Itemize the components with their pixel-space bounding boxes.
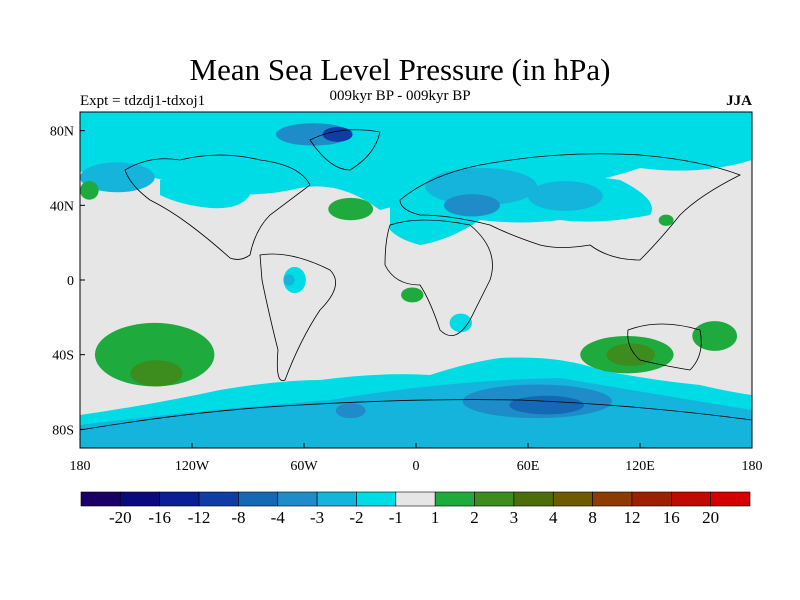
colorbar-swatch-7 (356, 491, 397, 507)
colorbar-label-5: -3 (310, 508, 325, 527)
antarctica-coastline (80, 399, 752, 431)
colorbar-label-8: 1 (430, 508, 440, 527)
experiment-label: Expt = tdzdj1-tdxoj1 (80, 93, 206, 109)
colorbar-label-1: -16 (148, 508, 172, 527)
contour-region-18 (130, 360, 183, 387)
coastlines (80, 129, 752, 431)
australia-coastline (627, 323, 702, 371)
y-tick-label-1: 40N (50, 199, 74, 214)
colorbar-swatch-14 (631, 491, 672, 507)
colorbar-swatch-5 (277, 491, 318, 507)
y-axis-ticks: 80N 40N 0 40S 80S (50, 125, 85, 438)
eurasia-coastline (399, 153, 741, 261)
colorbar-swatch-1 (120, 491, 161, 507)
x-tick-label-2: 60W (290, 459, 318, 474)
colorbar-label-11: 4 (548, 508, 558, 527)
x-tick-label-4: 60E (517, 459, 540, 474)
x-axis-ticks: 180 120W 60W 0 60E 120E 180 (70, 443, 763, 474)
colorbar-label-2: -12 (187, 508, 211, 527)
season-label: JJA (726, 93, 752, 109)
colorbar-label-13: 12 (623, 508, 641, 527)
contour-region-5 (528, 181, 603, 211)
x-tick-label-5: 120E (625, 459, 655, 474)
contour-region-17 (94, 322, 215, 387)
x-tick-label-0: 180 (70, 459, 91, 474)
y-tick-label-2: 0 (67, 274, 74, 289)
contour-region-16 (692, 321, 738, 351)
x-tick-label-1: 120W (175, 459, 210, 474)
contour-region-1 (322, 126, 353, 142)
y-tick-label-0: 80N (50, 125, 74, 140)
colorbar-swatch-10 (474, 491, 515, 507)
colorbar-label-6: -2 (349, 508, 364, 527)
africa-coastline (384, 219, 493, 337)
colorbar-label-10: 3 (509, 508, 519, 527)
map-subtitle: 009kyr BP - 009kyr BP (329, 88, 471, 104)
contour-region-15 (606, 343, 655, 366)
colorbar-swatch-16 (710, 491, 751, 507)
contour-region-3 (425, 168, 538, 206)
colorbar-swatch-2 (159, 491, 200, 507)
colorbar-label-15: 20 (702, 508, 720, 527)
x-tick-label-3: 0 (413, 459, 420, 474)
contour-region-11 (335, 403, 366, 419)
colorbar-label-0: -20 (109, 508, 132, 527)
colorbar-swatch-4 (238, 491, 279, 507)
x-tick-label-6: 180 (742, 459, 763, 474)
contour-region-20 (658, 214, 674, 226)
contour-region-2 (80, 162, 155, 193)
colorbar-label-7: -1 (388, 508, 403, 527)
contour-region-10 (509, 395, 584, 415)
map-plot-area (80, 112, 752, 448)
arctic-negative-band (80, 112, 752, 210)
colorbar-label-3: -8 (231, 508, 246, 527)
colorbar-label-12: 8 (588, 508, 597, 527)
colorbar-label-14: 16 (662, 508, 680, 527)
contour-region-19 (401, 287, 424, 303)
colorbar (80, 491, 751, 507)
greenland-coastline (309, 129, 381, 171)
colorbar-label-4: -4 (270, 508, 285, 527)
north-america-coastline (124, 154, 311, 260)
north-america-negative-area (160, 179, 250, 209)
contour-region-7 (283, 274, 295, 286)
colorbar-label-9: 2 (470, 508, 479, 527)
colorbar-swatch-9 (434, 491, 475, 507)
contour-region-8 (449, 313, 472, 333)
contour-region-4 (444, 194, 500, 217)
colorbar-swatch-15 (670, 491, 711, 507)
contour-region-13 (80, 181, 99, 200)
y-tick-label-3: 40S (52, 349, 74, 364)
colorbar-swatch-0 (80, 491, 121, 507)
contour-region-12 (328, 197, 374, 221)
colorbar-swatch-13 (592, 491, 633, 507)
map-title: Mean Sea Level Pressure (in hPa) (189, 52, 611, 87)
colorbar-swatch-8 (395, 491, 436, 507)
colorbar-swatch-6 (316, 491, 357, 507)
south-america-coastline (259, 253, 337, 382)
colorbar-swatch-12 (552, 491, 593, 507)
colorbar-swatch-3 (198, 491, 239, 507)
contour-regions (80, 123, 738, 419)
y-tick-label-4: 80S (52, 423, 74, 438)
colorbar-swatch-11 (513, 491, 554, 507)
